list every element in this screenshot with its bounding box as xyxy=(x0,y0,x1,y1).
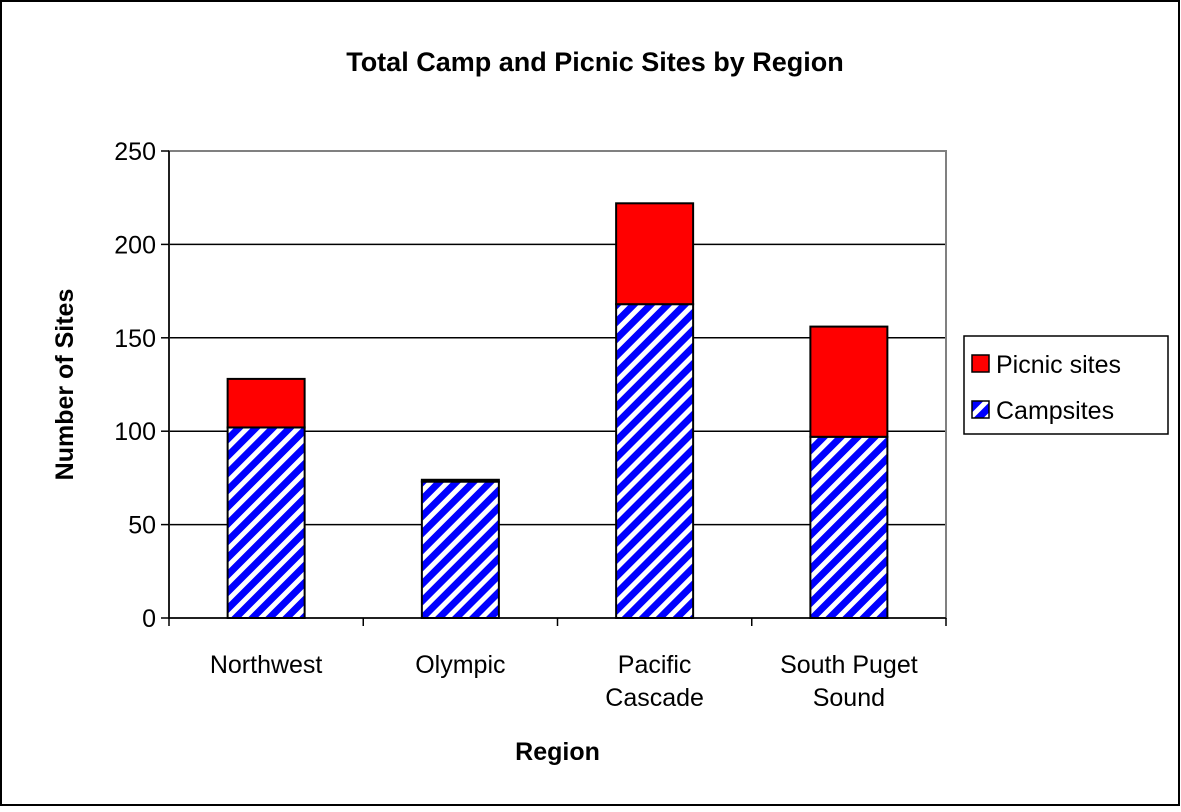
legend-swatch-picnic-sites xyxy=(971,354,990,373)
bar-segment-campsites xyxy=(226,426,306,619)
legend: Picnic sites Campsites xyxy=(963,335,1169,435)
y-tick-label: 150 xyxy=(114,325,156,353)
bar-segment-campsites xyxy=(809,435,889,619)
x-category-label: Northwest xyxy=(210,651,323,679)
bar-segment-picnic-sites xyxy=(615,202,695,306)
y-axis-title: Number of Sites xyxy=(51,289,79,481)
y-tick-label: 0 xyxy=(142,605,156,633)
y-tick-label: 100 xyxy=(114,418,156,446)
x-category-label: South Puget Sound xyxy=(780,651,918,712)
bar-segment-picnic-sites xyxy=(809,325,889,438)
bar-segment-picnic-sites xyxy=(420,478,500,483)
legend-swatch-campsites xyxy=(971,400,990,419)
y-tick-label: 50 xyxy=(128,512,156,540)
bar-segment-picnic-sites xyxy=(226,377,306,429)
bar-segment-campsites xyxy=(615,303,695,619)
legend-label: Picnic sites xyxy=(996,351,1121,379)
y-tick-labels: 0 50 100 150 200 250 xyxy=(114,138,156,633)
y-tick-label: 200 xyxy=(114,231,156,259)
legend-label: Campsites xyxy=(996,397,1114,425)
bar-segment-campsites xyxy=(420,480,500,619)
bars xyxy=(226,202,889,619)
axes xyxy=(161,150,947,626)
legend-box xyxy=(963,335,1169,435)
y-tick-label: 250 xyxy=(114,138,156,166)
chart-title: Total Camp and Picnic Sites by Region xyxy=(346,47,844,77)
x-category-labels: Northwest Olympic Pacific Cascade South Puge… xyxy=(210,651,918,712)
x-axis-title: Region xyxy=(515,738,600,766)
x-category-label: Pacific Cascade xyxy=(605,651,704,712)
x-category-label: Olympic xyxy=(415,651,505,679)
